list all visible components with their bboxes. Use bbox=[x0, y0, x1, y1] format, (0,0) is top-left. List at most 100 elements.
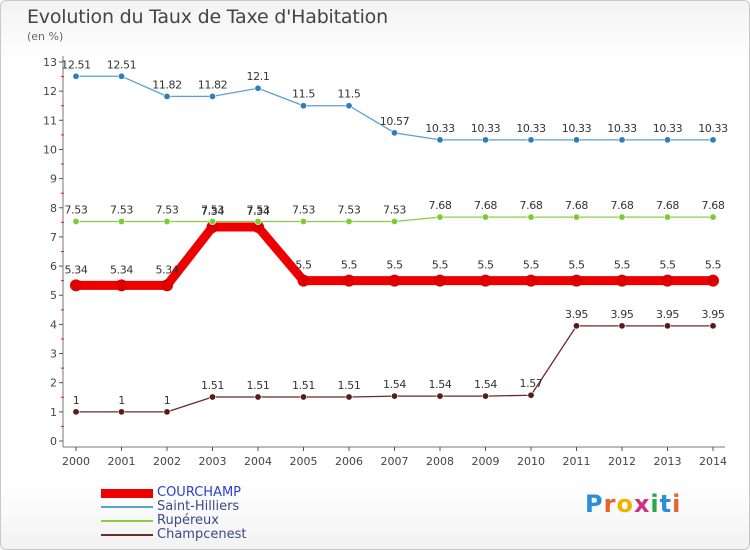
data-label-saint-hilliers: 11.5 bbox=[338, 88, 361, 101]
data-label-courchamp: 5.5 bbox=[295, 259, 312, 272]
data-point-courchamp bbox=[206, 221, 219, 234]
legend-swatch bbox=[101, 506, 153, 508]
data-point-rup-reux bbox=[618, 213, 626, 221]
data-label-rup-reux: 7.68 bbox=[474, 199, 497, 212]
data-point-courchamp bbox=[570, 274, 583, 287]
data-point-saint-hilliers bbox=[72, 72, 80, 80]
y-tick-label: 10 bbox=[43, 143, 57, 156]
data-point-saint-hilliers bbox=[118, 72, 126, 80]
legend-label: COURCHAMP bbox=[157, 485, 242, 500]
data-point-saint-hilliers bbox=[345, 102, 353, 110]
data-label-courchamp: 5.5 bbox=[386, 259, 403, 272]
data-point-courchamp bbox=[661, 274, 674, 287]
data-point-saint-hilliers bbox=[436, 136, 444, 144]
y-tick-label: 13 bbox=[43, 56, 57, 69]
data-label-champcenest: 1.51 bbox=[338, 379, 361, 392]
data-label-saint-hilliers: 10.33 bbox=[698, 122, 728, 135]
data-label-rup-reux: 7.68 bbox=[656, 199, 679, 212]
y-tick-label: 4 bbox=[50, 318, 57, 331]
data-point-rup-reux bbox=[163, 217, 171, 225]
data-point-rup-reux bbox=[209, 217, 217, 225]
x-tick-label: 2014 bbox=[699, 455, 727, 468]
data-label-courchamp: 5.5 bbox=[477, 259, 494, 272]
chart-subtitle: (en %) bbox=[27, 30, 64, 43]
legend-item: Champcenest bbox=[101, 528, 246, 542]
data-label-rup-reux: 7.68 bbox=[702, 199, 725, 212]
legend-label: Champcenest bbox=[157, 527, 247, 542]
data-point-saint-hilliers bbox=[481, 136, 489, 144]
data-point-champcenest bbox=[72, 408, 80, 416]
data-label-saint-hilliers: 12.1 bbox=[247, 70, 270, 83]
data-point-saint-hilliers bbox=[618, 136, 626, 144]
data-label-courchamp: 7.34 bbox=[247, 205, 270, 218]
data-label-champcenest: 1.51 bbox=[201, 379, 224, 392]
data-label-champcenest: 3.95 bbox=[702, 308, 725, 321]
data-label-saint-hilliers: 10.33 bbox=[607, 122, 637, 135]
data-point-saint-hilliers bbox=[254, 84, 262, 92]
y-tick-label: 9 bbox=[50, 173, 57, 186]
data-label-champcenest: 3.95 bbox=[565, 308, 588, 321]
data-point-rup-reux bbox=[527, 213, 535, 221]
data-point-rup-reux bbox=[345, 217, 353, 225]
data-label-courchamp: 5.5 bbox=[705, 259, 722, 272]
data-point-courchamp bbox=[343, 274, 355, 287]
data-label-rup-reux: 7.68 bbox=[429, 199, 452, 212]
data-point-courchamp bbox=[479, 274, 492, 287]
data-point-courchamp bbox=[434, 274, 446, 287]
data-point-saint-hilliers bbox=[299, 102, 307, 110]
data-point-courchamp bbox=[70, 279, 82, 292]
data-point-saint-hilliers bbox=[390, 129, 398, 137]
data-label-saint-hilliers: 11.82 bbox=[152, 78, 182, 91]
data-label-champcenest: 1.51 bbox=[292, 379, 315, 392]
data-label-rup-reux: 7.68 bbox=[565, 199, 588, 212]
data-point-saint-hilliers bbox=[572, 136, 580, 144]
data-label-saint-hilliers: 10.33 bbox=[425, 122, 455, 135]
data-point-champcenest bbox=[254, 393, 262, 401]
data-label-saint-hilliers: 11.82 bbox=[198, 78, 228, 91]
data-label-courchamp: 5.5 bbox=[659, 259, 676, 272]
data-point-rup-reux bbox=[709, 213, 717, 221]
data-point-champcenest bbox=[527, 391, 535, 399]
data-point-courchamp bbox=[161, 279, 173, 292]
x-tick-label: 2000 bbox=[62, 455, 90, 468]
legend-item: Saint-Hilliers bbox=[101, 500, 246, 514]
proxiti-logo: Proxiti bbox=[585, 490, 682, 518]
data-label-champcenest: 1.57 bbox=[520, 377, 543, 390]
legend-label: Rupéreux bbox=[157, 513, 219, 528]
data-point-saint-hilliers bbox=[163, 92, 171, 100]
y-tick-label: 2 bbox=[50, 377, 57, 390]
legend-item: COURCHAMP bbox=[101, 486, 246, 500]
x-tick-label: 2013 bbox=[654, 455, 682, 468]
legend-swatch bbox=[101, 520, 153, 522]
data-label-champcenest: 3.95 bbox=[656, 308, 679, 321]
data-label-courchamp: 5.34 bbox=[110, 263, 133, 276]
data-label-rup-reux: 7.53 bbox=[156, 203, 179, 216]
data-label-courchamp: 5.34 bbox=[156, 263, 179, 276]
data-point-champcenest bbox=[390, 392, 398, 400]
data-label-saint-hilliers: 10.33 bbox=[516, 122, 546, 135]
x-tick-label: 2008 bbox=[426, 455, 454, 468]
data-point-champcenest bbox=[481, 392, 489, 400]
data-point-courchamp bbox=[115, 279, 128, 292]
data-point-saint-hilliers bbox=[527, 136, 535, 144]
data-point-champcenest bbox=[118, 408, 126, 416]
data-label-saint-hilliers: 10.57 bbox=[380, 115, 410, 128]
data-label-rup-reux: 7.53 bbox=[65, 203, 88, 216]
data-label-rup-reux: 7.53 bbox=[201, 203, 224, 216]
x-tick-label: 2002 bbox=[153, 455, 181, 468]
data-point-courchamp bbox=[525, 274, 537, 287]
x-tick-label: 2012 bbox=[608, 455, 636, 468]
data-point-rup-reux bbox=[299, 217, 307, 225]
legend-item: Rupéreux bbox=[101, 514, 246, 528]
y-tick-label: 3 bbox=[50, 348, 57, 361]
data-point-rup-reux bbox=[390, 217, 398, 225]
data-point-rup-reux bbox=[663, 213, 671, 221]
data-point-rup-reux bbox=[572, 213, 580, 221]
data-label-champcenest: 1 bbox=[118, 394, 125, 407]
y-tick-label: 7 bbox=[50, 231, 57, 244]
data-label-rup-reux: 7.53 bbox=[247, 203, 270, 216]
y-tick-label: 0 bbox=[50, 435, 57, 448]
data-point-champcenest bbox=[345, 393, 353, 401]
data-label-saint-hilliers: 10.33 bbox=[653, 122, 683, 135]
chart-title: Evolution du Taux de Taxe d'Habitation bbox=[27, 6, 388, 28]
